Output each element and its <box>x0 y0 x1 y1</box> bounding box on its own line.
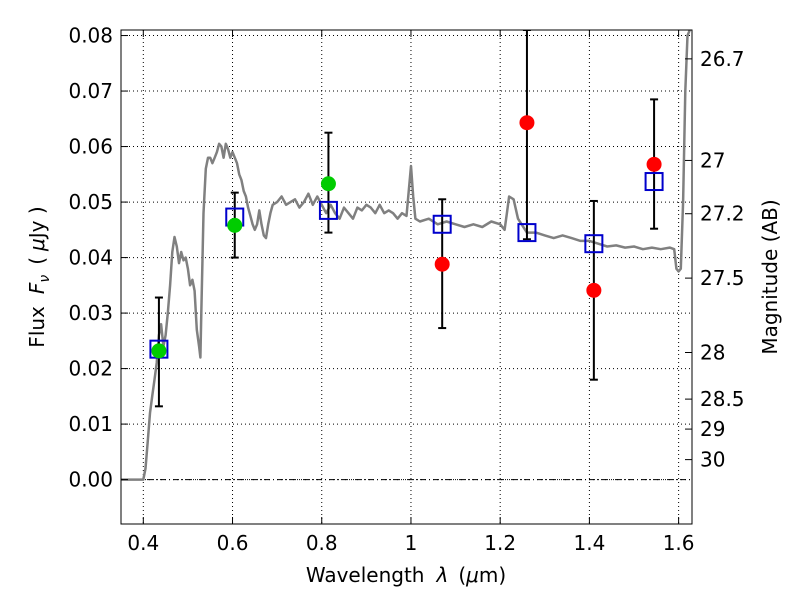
error-bars <box>154 30 659 408</box>
plot-frame <box>120 29 693 525</box>
red-data-point <box>519 115 535 131</box>
y-tick-label: 0.06 <box>68 135 113 159</box>
y2-tick-label: 26.7 <box>700 47 745 71</box>
green-data-point <box>151 343 167 359</box>
y2-axis-label: Magnitude (AB) <box>758 199 782 354</box>
y-axis-label: FluxFν(μJy ) <box>25 206 53 347</box>
x-axis-ticks: 0.4 0.6 0.8 1 1.2 1.4 1.6 <box>127 30 695 555</box>
y2-tick-label: 30 <box>700 448 725 472</box>
y2-tick-label: 27.5 <box>700 266 745 290</box>
y-tick-label: 0.07 <box>68 79 113 103</box>
model-photometry-square <box>584 234 604 254</box>
y-axis-ticks: 0.00 0.01 0.02 0.03 0.04 0.05 0.06 0.07 0.08 <box>68 24 128 492</box>
model-photometry-square <box>432 214 452 234</box>
red-data-point <box>586 282 602 298</box>
x-tick-label: 1.4 <box>573 531 605 555</box>
y2-tick-label: 29 <box>700 417 725 441</box>
green-data-point <box>227 217 243 233</box>
model-photometry-square <box>318 200 338 220</box>
observed-photometry-points <box>151 115 662 359</box>
y2-tick-label: 28 <box>700 340 725 364</box>
x-tick-label: 0.6 <box>217 531 249 555</box>
x-tick-label: 1 <box>405 531 418 555</box>
y2-axis-ticks: 26.7 27 27.2 27.5 28 28.5 29 30 <box>685 47 745 472</box>
model-spectrum <box>121 30 691 481</box>
red-data-point <box>646 156 662 172</box>
model-photometry-square <box>517 223 537 243</box>
y-tick-label: 0.05 <box>68 190 113 214</box>
y2-tick-label: 28.5 <box>700 387 745 411</box>
grid <box>121 30 692 524</box>
y-tick-label: 0.02 <box>68 357 113 381</box>
y-tick-label: 0.00 <box>68 468 113 492</box>
y2-tick-label: 27 <box>700 148 725 172</box>
y-tick-label: 0.03 <box>68 301 113 325</box>
model-photometry-square <box>644 172 664 192</box>
model-photometry-points <box>149 172 664 359</box>
red-data-point <box>434 256 450 272</box>
y-tick-label: 0.04 <box>68 246 113 270</box>
x-tick-label: 1.2 <box>484 531 516 555</box>
x-tick-label: 0.8 <box>306 531 338 555</box>
y-tick-label: 0.01 <box>68 412 113 436</box>
y2-tick-label: 27.2 <box>700 202 745 226</box>
model-spectrum-line <box>121 30 691 481</box>
green-data-point <box>320 176 336 192</box>
y-tick-label: 0.08 <box>68 24 113 48</box>
x-tick-label: 1.6 <box>663 531 695 555</box>
x-tick-label: 0.4 <box>127 531 159 555</box>
x-axis-label: Wavelength λ (μm) <box>306 563 506 587</box>
